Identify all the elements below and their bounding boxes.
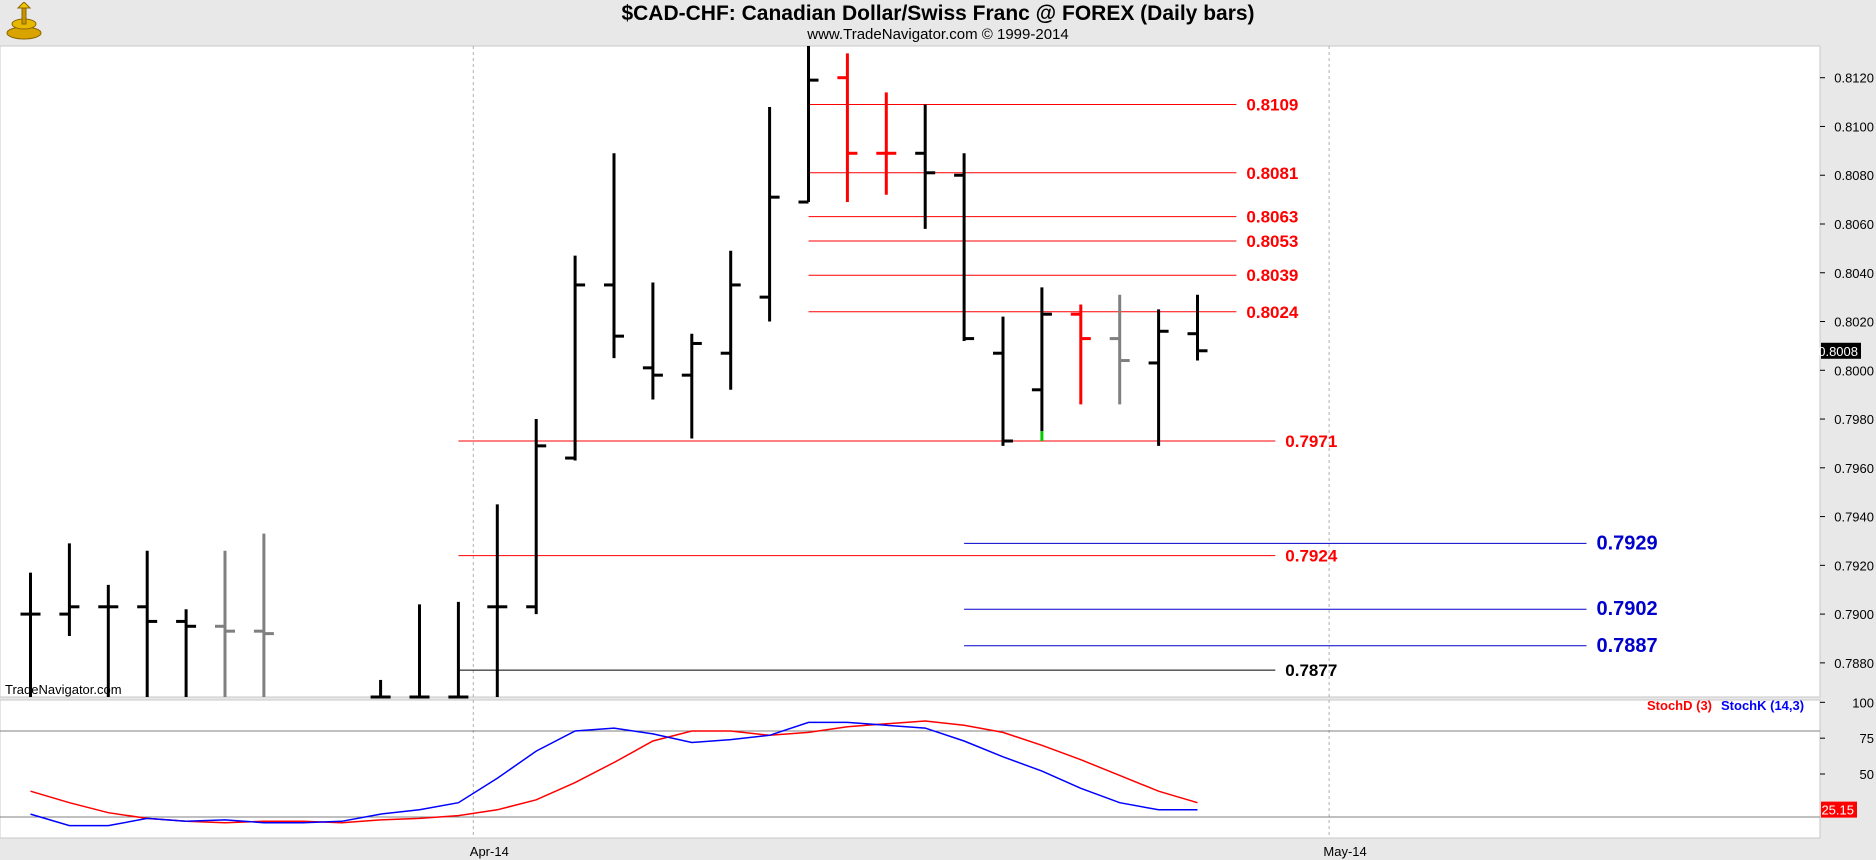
y-tick-label: 0.8120 — [1834, 71, 1874, 86]
ohlc-bar — [98, 584, 119, 697]
level-lines — [458, 104, 1587, 671]
axes: Apr-14 May-14 0.8120 0.8100 0.8080 0.8060 0.80… — [470, 71, 1874, 859]
ohlc-bar — [1070, 304, 1091, 405]
y-tick-label: 0.7940 — [1834, 510, 1874, 525]
ohlc-bar — [876, 92, 897, 195]
level-label: 0.8039 — [1246, 266, 1298, 285]
ohlc-bar — [604, 153, 624, 359]
stoch-last-box — [1821, 801, 1857, 818]
stochastic-panel — [0, 720, 1820, 827]
y-tick-label: 0.7920 — [1834, 558, 1874, 573]
ohlc-bar — [176, 609, 197, 697]
ohlc-bar — [1031, 287, 1052, 432]
chart-subtitle: www.TradeNavigator.com © 1999-2014 — [807, 26, 1069, 43]
y-tick-label: 0.8040 — [1834, 266, 1874, 281]
chart-labels: 0.8109 0.8081 0.8063 0.8053 0.8039 0.8024 0.79… — [5, 96, 1804, 713]
level-label: 0.7924 — [1285, 547, 1338, 566]
chart-header: $CAD-CHF: Canadian Dollar/Swiss Franc @ … — [0, 0, 1876, 46]
ohlc-bar — [409, 604, 430, 699]
stoch-y-tick-label: 100 — [1852, 695, 1874, 710]
stoch-series-line — [30, 721, 1198, 827]
ohlc-bar — [798, 46, 819, 204]
y-tick-label: 0.8060 — [1834, 217, 1874, 232]
ohlc-bar — [642, 282, 663, 400]
y-tick-label: 0.8100 — [1834, 119, 1874, 134]
ohlc-bar — [915, 104, 936, 229]
ohlc-bar — [20, 572, 41, 697]
price-panel — [0, 45, 1821, 698]
level-label: 0.7902 — [1597, 598, 1658, 620]
stoch-y-tick-label: 50 — [1860, 767, 1874, 782]
ohlc-bar — [837, 53, 858, 203]
level-label: 0.8063 — [1246, 208, 1298, 227]
level-label: 0.8024 — [1246, 303, 1299, 322]
watermark: TradeNavigator.com — [5, 682, 122, 697]
ohlc-bar — [253, 533, 274, 697]
level-label: 0.7887 — [1597, 635, 1658, 657]
ohlc-bar — [370, 679, 391, 699]
level-label: 0.7929 — [1597, 532, 1658, 554]
y-tick-label: 0.8020 — [1834, 315, 1874, 330]
stoch-series-line — [30, 720, 1198, 824]
level-label: 0.8081 — [1246, 164, 1298, 183]
ohlc-bar — [1187, 294, 1208, 361]
ohlc-bar — [487, 504, 508, 697]
x-tick-label: Apr-14 — [470, 844, 509, 859]
stoch-y-tick-label: 75 — [1860, 731, 1874, 746]
ohlc-bar — [526, 419, 547, 615]
level-label: 0.8053 — [1246, 232, 1298, 251]
stoch-last-label: 25.15 — [1821, 803, 1854, 818]
price-bars — [20, 46, 1208, 699]
level-label: 0.8109 — [1246, 96, 1298, 115]
trade-navigator-logo-icon — [4, 1, 44, 42]
y-tick-label: 0.7980 — [1834, 412, 1874, 427]
ohlc-bar — [137, 550, 158, 697]
ohlc-bar — [954, 153, 975, 342]
legend-stochd: StochD (3) — [1647, 698, 1712, 713]
y-tick-label: 0.7960 — [1834, 461, 1874, 476]
ohlc-bar — [448, 601, 469, 699]
legend-stochk: StochK (14,3) — [1721, 698, 1804, 713]
level-label: 0.7877 — [1285, 661, 1337, 680]
ohlc-bar — [1109, 294, 1130, 405]
ohlc-bar — [720, 250, 741, 390]
y-tick-label: 0.7900 — [1834, 607, 1874, 622]
ohlc-bar — [59, 543, 80, 637]
last-price-label: 0.8008 — [1818, 344, 1858, 359]
ohlc-bar — [993, 316, 1013, 446]
ohlc-bar — [565, 255, 586, 461]
ohlc-bar — [759, 106, 780, 322]
y-tick-label: 0.8000 — [1834, 363, 1874, 378]
ohlc-bar — [215, 550, 235, 697]
x-tick-label: May-14 — [1323, 844, 1366, 859]
y-tick-label: 0.8080 — [1834, 168, 1874, 183]
ohlc-bar — [1148, 309, 1169, 446]
last-price-box — [1821, 342, 1861, 359]
chart-title: $CAD-CHF: Canadian Dollar/Swiss Franc @ … — [621, 2, 1255, 25]
ohlc-bar — [681, 333, 702, 439]
stochastic-panel-background — [0, 699, 1821, 839]
level-label: 0.7971 — [1285, 432, 1337, 451]
y-tick-label: 0.7880 — [1834, 656, 1874, 671]
chart-frames — [0, 45, 1821, 839]
chart-grid — [472, 46, 1330, 838]
